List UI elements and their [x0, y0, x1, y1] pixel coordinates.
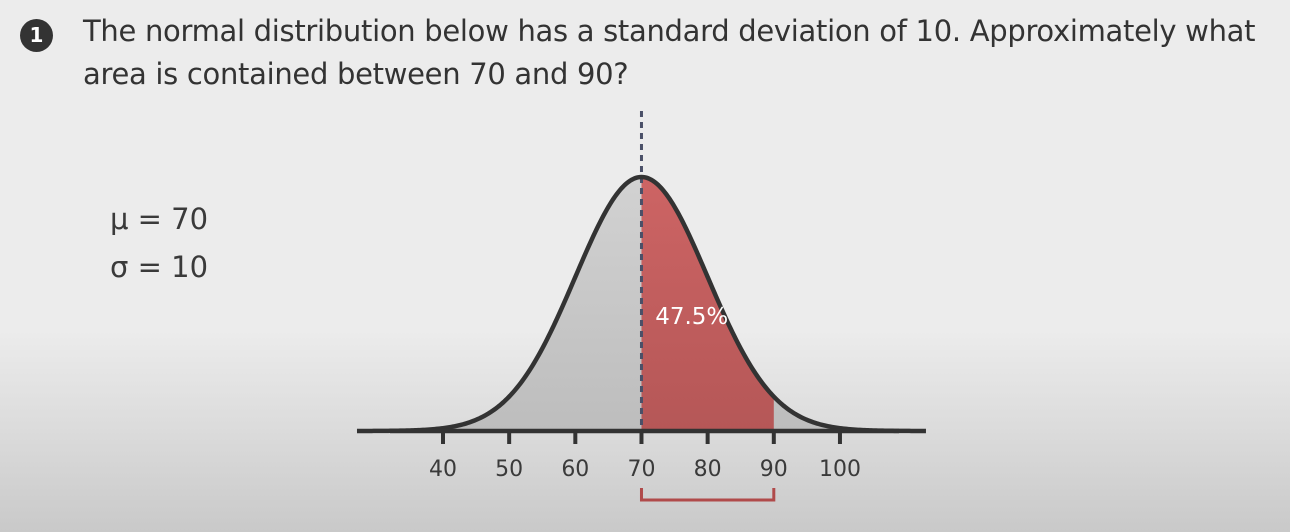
mean-label: μ = 70	[110, 202, 209, 236]
question-text: The normal distribution below has a stan…	[83, 14, 1256, 91]
question-number-badge: 1	[20, 19, 53, 52]
normal-curve-line	[356, 174, 926, 434]
x-axis-ticks: 40 50 60 70 80 90 100	[429, 431, 861, 482]
highlight-percentage-label: 47.5%	[655, 304, 728, 330]
x-tick-label-40: 40	[429, 457, 457, 482]
x-tick-label-60: 60	[561, 457, 589, 482]
highlighted-area-70-90	[641, 177, 774, 431]
distribution-parameters: μ = 70 σ = 10	[110, 195, 208, 291]
x-tick-label-90: 90	[760, 457, 788, 482]
sd-label: σ = 10	[110, 250, 209, 284]
x-tick-label-70: 70	[627, 457, 655, 482]
x-tick-label-100: 100	[819, 457, 861, 482]
x-tick-label-80: 80	[694, 457, 722, 482]
range-bracket	[639, 488, 776, 502]
x-tick-label-50: 50	[495, 457, 523, 482]
